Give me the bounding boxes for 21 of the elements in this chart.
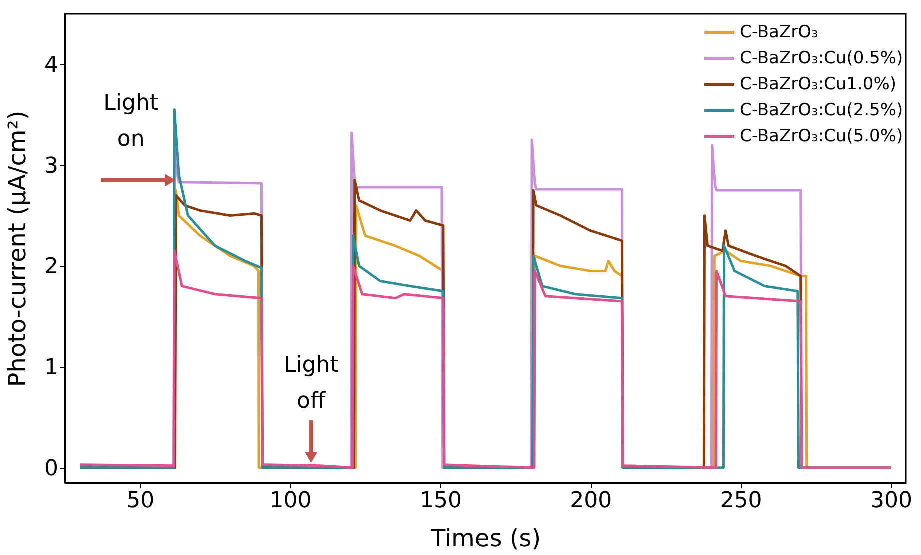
legend-label: C-BaZrO₃:Cu(2.5%) [740,100,904,120]
x-axis-title: Times (s) [430,524,542,552]
x-tick-label: 100 [270,488,312,514]
x-tick-label: 300 [870,488,912,514]
x-tick-label: 200 [570,488,612,514]
x-tick-label: 50 [126,488,155,514]
annotation: Light on [104,90,159,152]
legend-label: C-BaZrO₃:Cu(5.0%) [740,126,904,146]
legend-label: C-BaZrO₃:Cu(0.5%) [740,48,904,68]
legend-label: C-BaZrO₃ [740,22,818,42]
y-axis-title: Photo-current (μA/cm²) [4,110,32,388]
annotation: Light off [284,353,340,414]
y-tick-label: 1 [44,356,58,381]
line-series [78,250,892,470]
x-tick-label: 150 [420,488,462,514]
legend-label: C-BaZrO₃:Cu1.0%) [740,74,897,94]
y-tick-label: 2 [44,254,58,280]
y-tick-label: 3 [44,154,58,179]
y-tick-label: 4 [44,52,58,78]
y-tick-label: 0 [44,456,58,482]
x-tick-label: 250 [720,488,762,514]
